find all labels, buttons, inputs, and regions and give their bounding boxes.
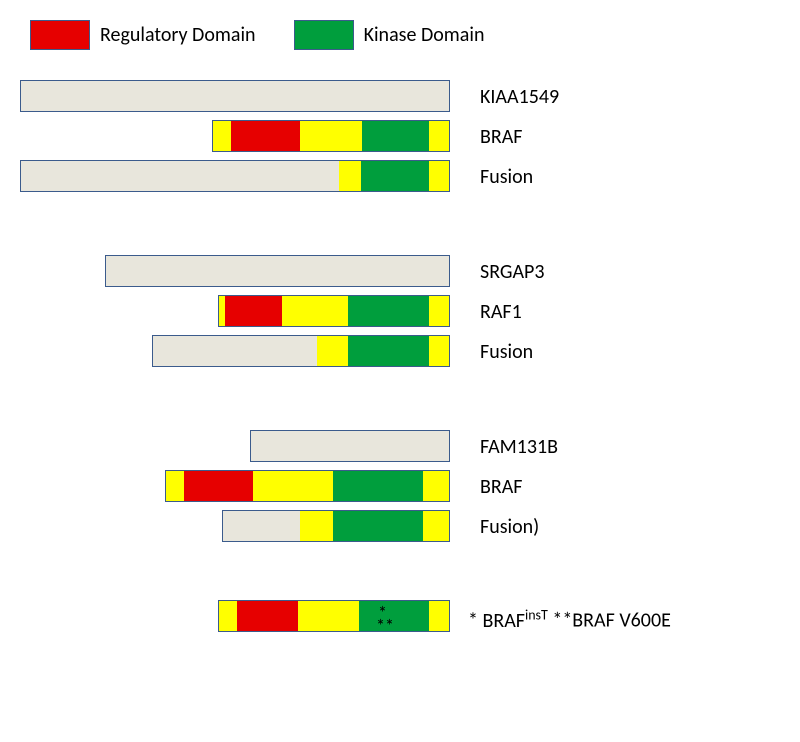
protein-row	[212, 120, 450, 152]
domain-segment	[348, 336, 429, 366]
domain-segment	[348, 296, 429, 326]
domain-segment	[361, 161, 429, 191]
mutation-label-part: **BRAF V600E	[548, 609, 671, 633]
protein-row	[165, 470, 450, 502]
domain-segment	[166, 471, 184, 501]
domain-segment	[225, 296, 283, 326]
domain-segment	[213, 121, 231, 151]
domain-segment	[429, 161, 449, 191]
domain-segment	[251, 431, 449, 461]
protein-bar	[105, 255, 450, 287]
legend-label-kinase: Kinase Domain	[364, 23, 485, 47]
protein-label: Fusion	[480, 340, 533, 364]
domain-segment	[219, 601, 237, 631]
legend-box-kinase	[294, 20, 354, 50]
domain-segment	[231, 121, 300, 151]
protein-label: RAF1	[480, 300, 522, 324]
protein-bar	[218, 295, 450, 327]
protein-bar	[218, 600, 450, 632]
legend: Regulatory Domain Kinase Domain	[30, 20, 484, 50]
protein-label: Fusion)	[480, 515, 539, 539]
protein-row	[105, 255, 450, 287]
protein-row	[20, 80, 450, 112]
domain-segment	[223, 511, 300, 541]
domain-segment	[423, 511, 449, 541]
protein-label: BRAF	[480, 475, 523, 499]
mutation-labels: * BRAFinsT **BRAF V600E	[468, 606, 671, 633]
legend-label-regulatory: Regulatory Domain	[100, 23, 256, 47]
protein-label: FAM131B	[480, 435, 558, 459]
protein-row: ***	[218, 600, 450, 632]
domain-segment	[106, 256, 449, 286]
domain-segment	[333, 471, 423, 501]
protein-row	[250, 430, 450, 462]
domain-segment	[423, 471, 449, 501]
protein-label: Fusion	[480, 165, 533, 189]
domain-segment	[339, 161, 362, 191]
domain-segment	[282, 296, 347, 326]
protein-bar	[222, 510, 450, 542]
domain-segment	[21, 81, 449, 111]
protein-row	[222, 510, 450, 542]
domain-segment	[253, 471, 332, 501]
domain-segment	[359, 601, 429, 631]
domain-segment	[298, 601, 358, 631]
protein-row	[218, 295, 450, 327]
protein-label: SRGAP3	[480, 260, 545, 284]
mutation-label-part: * BRAFinsT	[468, 609, 548, 633]
protein-row	[20, 160, 450, 192]
domain-segment	[333, 511, 423, 541]
protein-bar	[152, 335, 450, 367]
domain-segment	[362, 121, 429, 151]
domain-segment	[429, 601, 449, 631]
domain-segment	[300, 121, 361, 151]
domain-segment	[429, 121, 449, 151]
superscript: insT	[525, 606, 548, 623]
protein-label: KIAA1549	[480, 85, 559, 109]
domain-segment	[300, 511, 333, 541]
protein-label: BRAF	[480, 125, 523, 149]
protein-row	[152, 335, 450, 367]
protein-bar	[165, 470, 450, 502]
domain-segment	[429, 296, 449, 326]
protein-bar	[20, 80, 450, 112]
protein-bar	[212, 120, 450, 152]
domain-segment	[429, 336, 449, 366]
protein-bar	[20, 160, 450, 192]
domain-segment	[237, 601, 298, 631]
domain-segment	[184, 471, 254, 501]
domain-segment	[21, 161, 339, 191]
domain-segment	[153, 336, 317, 366]
protein-bar	[250, 430, 450, 462]
asterisk-annotation: **	[376, 617, 394, 635]
domain-segment	[317, 336, 348, 366]
legend-box-regulatory	[30, 20, 90, 50]
